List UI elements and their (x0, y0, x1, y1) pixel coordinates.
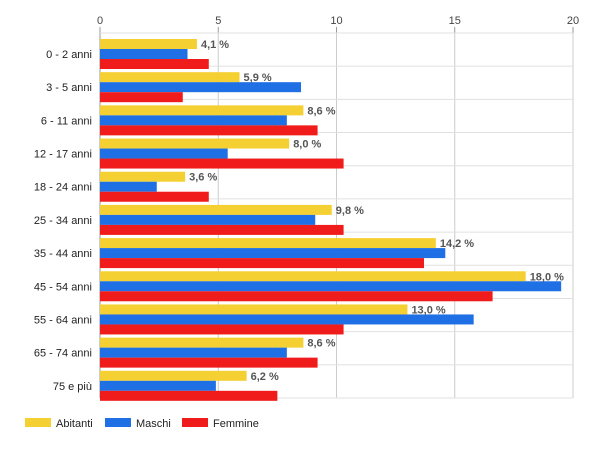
bar-maschi-9 (100, 347, 287, 358)
category-label: 35 - 44 anni (34, 248, 92, 260)
data-label: 6,2 % (251, 371, 279, 383)
bar-femmine-9 (100, 357, 318, 368)
legend-label-femmine: Femmine (213, 418, 259, 430)
x-tick-label: 20 (567, 15, 579, 27)
x-tick-label: 15 (449, 15, 461, 27)
bar-abitanti-3 (100, 138, 290, 149)
category-label: 3 - 5 anni (46, 82, 92, 94)
category-label: 12 - 17 anni (34, 149, 92, 161)
bar-maschi-6 (100, 248, 446, 259)
bar-abitanti-7 (100, 271, 526, 282)
category-label: 75 e più (53, 381, 92, 393)
legend-label-abitanti: Abitanti (56, 418, 93, 430)
bar-maschi-0 (100, 49, 188, 59)
bar-maschi-8 (100, 314, 474, 325)
bar-abitanti-10 (100, 370, 247, 381)
data-label: 13,0 % (411, 304, 445, 316)
bar-femmine-5 (100, 224, 344, 235)
bar-femmine-6 (100, 258, 425, 269)
legend-swatch-maschi (105, 418, 131, 427)
category-label: 45 - 54 anni (34, 281, 92, 293)
bar-abitanti-9 (100, 337, 304, 348)
data-label: 18,0 % (530, 271, 564, 283)
bar-abitanti-4 (100, 171, 186, 182)
x-tick-label: 0 (97, 15, 103, 27)
bar-femmine-0 (100, 59, 209, 69)
bar-femmine-2 (100, 125, 318, 136)
legend-label-maschi: Maschi (136, 418, 171, 430)
category-label: 55 - 64 anni (34, 314, 92, 326)
bar-maschi-4 (100, 181, 157, 192)
bar-maschi-1 (100, 82, 302, 93)
bar-femmine-3 (100, 158, 344, 169)
bar-femmine-7 (100, 291, 493, 302)
data-label: 14,2 % (440, 238, 474, 250)
bar-maschi-3 (100, 148, 228, 159)
bar-maschi-7 (100, 281, 562, 292)
x-tick-label: 10 (330, 15, 342, 27)
x-tick-label: 5 (215, 15, 221, 27)
category-label: 0 - 2 anni (46, 49, 92, 61)
bar-abitanti-2 (100, 105, 304, 116)
bar-maschi-2 (100, 115, 287, 126)
bar-femmine-4 (100, 191, 209, 202)
data-label: 8,0 % (293, 139, 321, 151)
category-label: 25 - 34 anni (34, 215, 92, 227)
data-label: 3,6 % (189, 172, 217, 184)
bar-abitanti-8 (100, 304, 408, 315)
bar-abitanti-5 (100, 204, 332, 215)
bar-maschi-10 (100, 380, 216, 391)
bar-femmine-1 (100, 92, 183, 103)
bar-abitanti-0 (100, 39, 197, 49)
category-label: 18 - 24 anni (34, 182, 92, 194)
data-label: 5,9 % (244, 72, 272, 84)
data-label: 4,1 % (201, 39, 229, 51)
bar-femmine-8 (100, 324, 344, 335)
bar-maschi-5 (100, 214, 316, 225)
bar-femmine-10 (100, 390, 278, 401)
bar-abitanti-1 (100, 72, 240, 83)
bar-abitanti-6 (100, 238, 436, 249)
legend-swatch-femmine (182, 418, 208, 427)
data-label: 8,6 % (307, 105, 335, 117)
data-label: 8,6 % (307, 338, 335, 350)
legend-swatch-abitanti (25, 418, 51, 427)
category-label: 65 - 74 anni (34, 348, 92, 360)
data-label: 9,8 % (336, 205, 364, 217)
category-label: 6 - 11 anni (41, 115, 92, 127)
